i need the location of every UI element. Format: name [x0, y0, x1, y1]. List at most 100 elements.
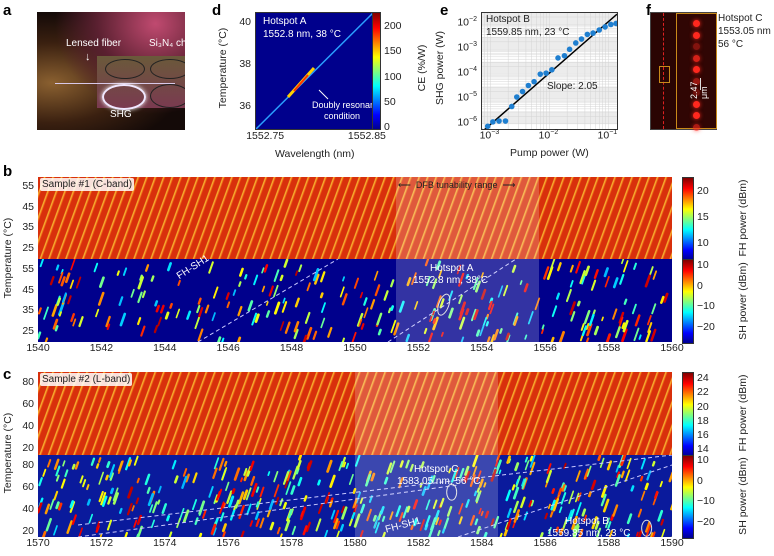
- colorbar-tick-label: 18: [697, 414, 709, 427]
- colorbar-tick-label: 20: [697, 185, 709, 198]
- annotation-title: Hotspot B: [486, 14, 530, 25]
- sh-streak: [621, 322, 626, 330]
- sh-streak: [459, 316, 466, 330]
- sh-streak: [108, 464, 116, 478]
- data-point: [572, 40, 579, 46]
- sh-streak: [78, 315, 84, 328]
- sh-streak: [558, 330, 565, 342]
- sh-streak: [383, 290, 389, 301]
- sh-streak: [631, 303, 637, 315]
- sh-streak: [204, 304, 210, 314]
- sh-streak: [255, 486, 260, 493]
- sh-streak: [259, 486, 265, 498]
- sh-streak: [64, 272, 71, 284]
- x-tick-label: 1552.85: [347, 130, 386, 142]
- sh-streak: [463, 470, 470, 482]
- sh-streak: [269, 521, 275, 531]
- sh-streak: [511, 484, 516, 491]
- sh-streak: [276, 526, 281, 535]
- sh-streak: [409, 463, 414, 472]
- data-point: [531, 78, 537, 85]
- y-tick-label: 60: [22, 397, 34, 410]
- data-point: [496, 118, 502, 124]
- sh-streak: [588, 313, 595, 326]
- sh-streak: [304, 311, 311, 324]
- sh-streak: [649, 532, 654, 537]
- sh-streak: [651, 460, 656, 467]
- sh-streak: [261, 285, 266, 293]
- sh-streak: [414, 301, 419, 310]
- sh-streak: [254, 313, 260, 323]
- sh-streak: [574, 492, 580, 503]
- data-point: [519, 88, 526, 95]
- sh-streak: [493, 515, 500, 529]
- sh-streak: [555, 292, 561, 300]
- sh-streak: [250, 475, 256, 486]
- sh-streak: [197, 297, 202, 305]
- sh-streak: [547, 503, 551, 509]
- sh-streak: [312, 268, 320, 282]
- sh-streak: [559, 528, 564, 535]
- sh-streak: [44, 503, 51, 515]
- sh-streak: [133, 455, 139, 466]
- sh-streak: [435, 295, 442, 308]
- y-tick-label: 45: [22, 200, 34, 213]
- sh-streak: [620, 455, 627, 467]
- sh-streak: [93, 262, 99, 273]
- sh-streak: [363, 297, 368, 306]
- hotspot-b-title: Hotspot B: [565, 516, 609, 527]
- sh-streak: [386, 462, 393, 475]
- sh-streak: [565, 288, 572, 303]
- sh-streak: [306, 282, 311, 292]
- sh-streak: [166, 262, 172, 272]
- sh-streak: [107, 496, 112, 505]
- sh-streak: [169, 302, 173, 309]
- colorbar-tick-label: −20: [697, 320, 715, 333]
- arrow-note: Doubly resonant: [312, 100, 374, 110]
- sh-streak: [67, 295, 72, 305]
- sh-streak: [483, 531, 488, 537]
- hotspot-c-sub: 1583.05 nm, 56 °C: [397, 476, 481, 487]
- sh-streak: [56, 297, 62, 307]
- sh-streak: [55, 474, 60, 482]
- sh-streak: [621, 328, 628, 342]
- sh-streak: [660, 295, 665, 304]
- sh-streak: [298, 455, 303, 461]
- sh-streak: [663, 292, 669, 303]
- sh-streak: [53, 490, 59, 501]
- sh-streak: [221, 337, 225, 342]
- sh-streak: [161, 503, 168, 515]
- x-tick-label: 1554: [470, 342, 494, 354]
- sh-streak: [620, 470, 625, 479]
- sh-streak: [217, 488, 223, 498]
- sh-streak: [520, 496, 526, 509]
- zoom-inset: [676, 13, 717, 131]
- sh-streak: [402, 506, 409, 519]
- scale-bar: [700, 78, 701, 90]
- panel-label-f: f: [646, 2, 651, 19]
- sh-streak: [472, 465, 478, 477]
- sh-streak: [315, 518, 322, 532]
- y-tick-label: 40: [22, 419, 34, 432]
- sh-streak: [446, 505, 453, 517]
- sh-streak: [426, 475, 434, 490]
- sh-streak: [579, 270, 586, 285]
- sh-streak: [568, 490, 575, 504]
- sh-streak: [644, 482, 649, 491]
- sh-streak: [419, 519, 425, 532]
- sh-streak: [661, 528, 666, 537]
- sh-streak: [436, 260, 442, 270]
- sh-streak: [460, 336, 465, 342]
- sh-streak: [144, 473, 151, 486]
- sh-streaks: [38, 259, 669, 342]
- sh-streak: [66, 520, 73, 535]
- sh-streak: [519, 280, 523, 285]
- sh-streak: [290, 485, 296, 495]
- sh-streak: [186, 310, 192, 320]
- sh-streak: [58, 311, 62, 317]
- fh-map-c: [38, 372, 672, 455]
- sh-streak: [549, 510, 554, 518]
- sh-streak: [473, 309, 479, 321]
- sh-streak: [101, 495, 108, 507]
- y-tick-label: 20: [22, 441, 34, 454]
